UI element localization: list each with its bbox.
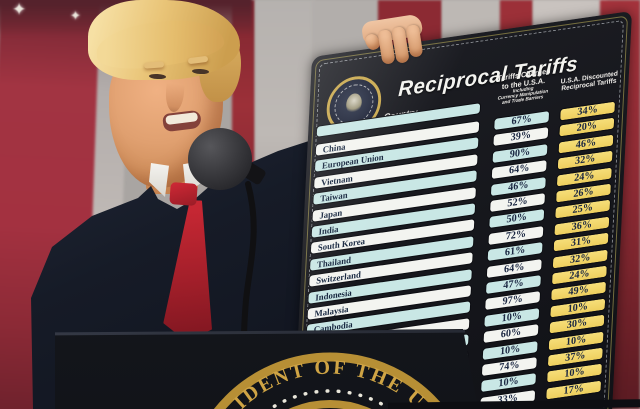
flag-star-icon: ✦ <box>70 8 81 23</box>
flag-star-icon: ✦ <box>12 0 27 19</box>
microphone-windscreen <box>188 128 252 190</box>
